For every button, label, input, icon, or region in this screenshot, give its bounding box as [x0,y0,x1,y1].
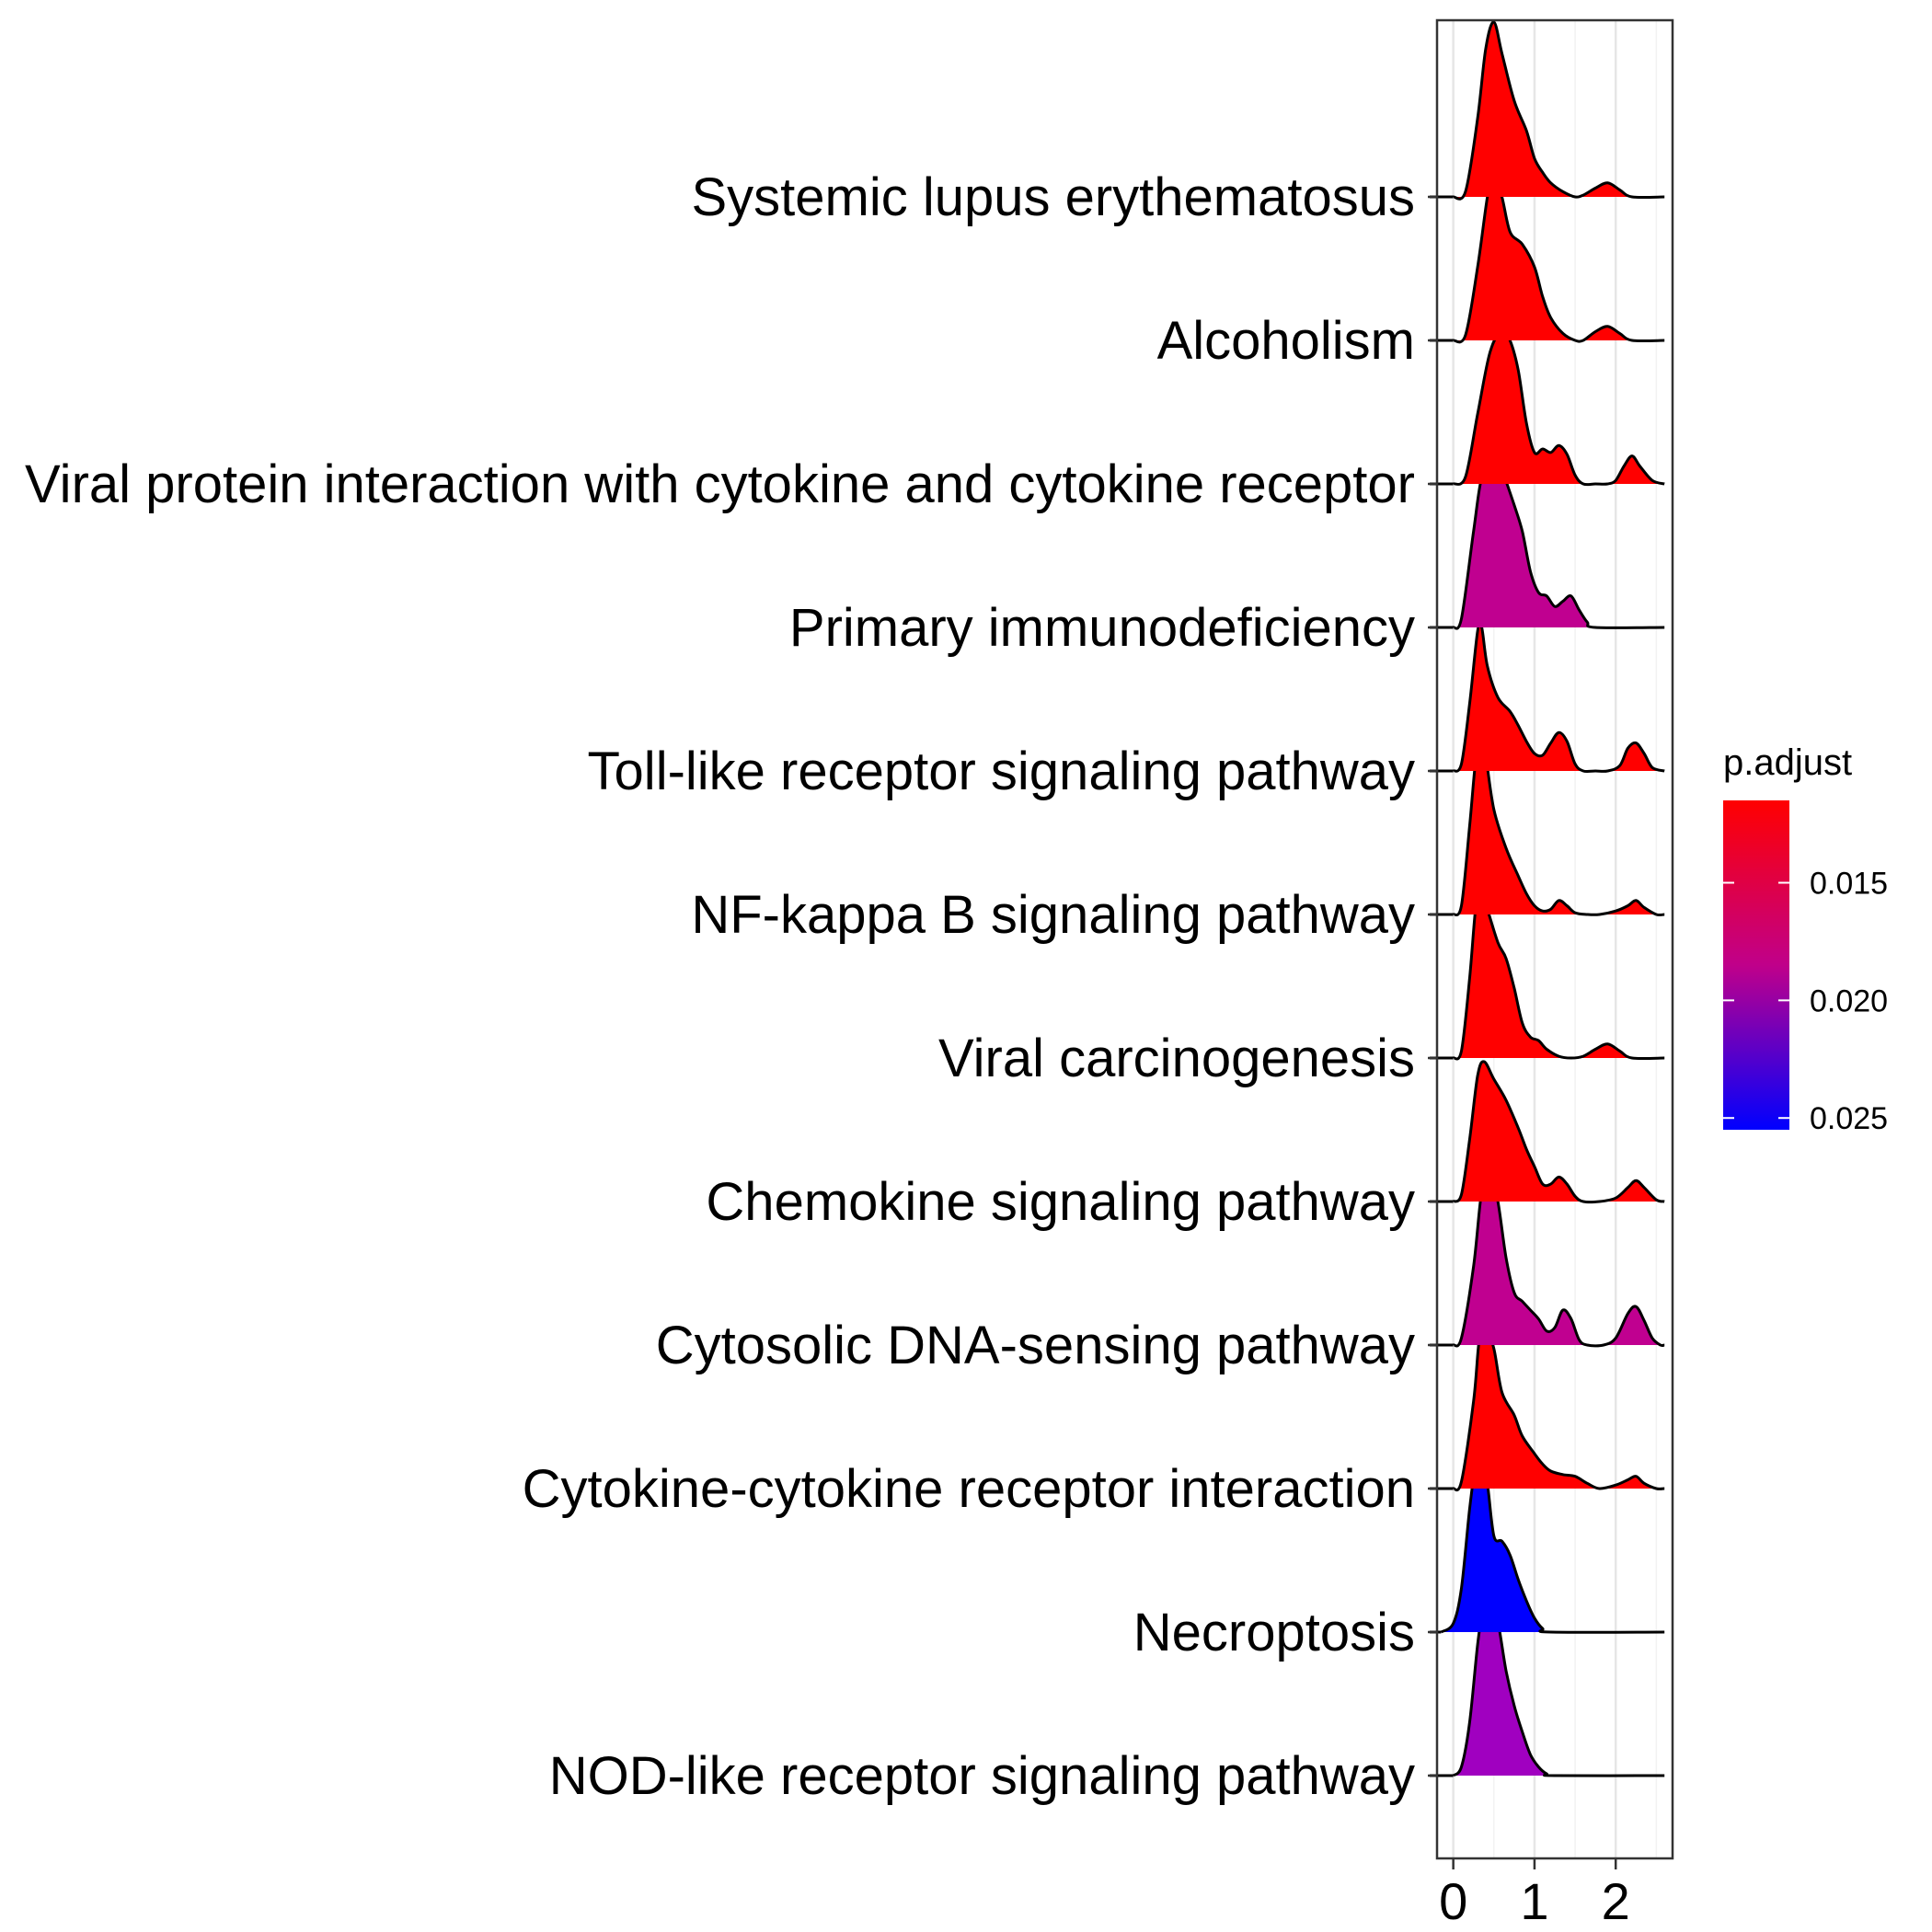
ridge-fill-chemokine-signaling-pathway [1453,1061,1665,1202]
category-label-viral-carcinogenesis: Viral carcinogenesis [938,1029,1415,1088]
ridge-systemic-lupus-erythematosus [1430,20,1665,201]
category-label-primary-immunodeficiency: Primary immunodeficiency [789,598,1415,658]
ridge-fill-viral-protein-interaction-with-cytokine-and-cytokine-receptor [1453,329,1665,485]
ridge-viral-carcinogenesis [1430,891,1665,1061]
category-label-toll-like-receptor-signaling-pathway: Toll-like receptor signaling pathway [588,742,1415,801]
density-ridges [1430,20,1665,1777]
ridge-viral-protein-interaction-with-cytokine-and-cytokine-receptor [1430,328,1665,487]
x-tick-label-0: 0 [1439,1872,1467,1930]
category-label-viral-protein-interaction-with-cytokine-and-cytokine-receptor: Viral protein interaction with cytokine … [25,454,1415,514]
panel-border [1435,18,1674,1860]
ridge-outline-chemokine-signaling-pathway [1452,1060,1665,1204]
ridge-outline-necroptosis [1440,1447,1665,1634]
ridge-outline-primary-immunodeficiency [1452,451,1665,630]
ridge-fill-necroptosis [1441,1448,1665,1633]
legend-tick-label-0.020: 0.020 [1810,983,1888,1018]
ridge-outline-alcoholism [1453,169,1665,344]
category-label-cytosolic-dna-sensing-pathway: Cytosolic DNA-sensing pathway [656,1316,1415,1375]
ridge-fill-nf-kappa-b-signaling-pathway [1453,744,1665,915]
ridge-chemokine-signaling-pathway [1430,1060,1665,1204]
category-label-systemic-lupus-erythematosus: Systemic lupus erythematosus [691,167,1415,227]
ridge-toll-like-receptor-signaling-pathway [1430,621,1665,774]
ridge-fill-primary-immunodeficiency [1453,452,1665,629]
x-tick-label-1: 1 [1520,1872,1548,1930]
legend-colorbar [1723,800,1789,1130]
category-label-nf-kappa-b-signaling-pathway: NF-kappa B signaling pathway [691,885,1415,945]
category-label-necroptosis: Necroptosis [1133,1603,1415,1662]
legend-title: p.adjust [1723,742,1852,783]
ridge-outline-nod-like-receptor-signaling-pathway [1452,1591,1665,1777]
ridge-fill-toll-like-receptor-signaling-pathway [1453,622,1665,772]
ridge-outline-systemic-lupus-erythematosus [1453,20,1665,201]
category-labels: NOD-like receptor signaling pathway Necro… [25,167,1437,1806]
ridge-fill-cytosolic-dna-sensing-pathway [1453,1169,1665,1347]
category-label-nod-like-receptor-signaling-pathway: NOD-like receptor signaling pathway [549,1746,1415,1806]
legend-tick-label-0.025: 0.025 [1810,1101,1888,1136]
category-label-chemokine-signaling-pathway: Chemokine signaling pathway [706,1172,1415,1232]
category-label-alcoholism: Alcoholism [1157,311,1415,371]
ridge-fill-nod-like-receptor-signaling-pathway [1453,1592,1665,1777]
ridge-cytokine-cytokine-receptor-interaction [1430,1326,1665,1492]
category-label-cytokine-cytokine-receptor-interaction: Cytokine-cytokine receptor interaction [523,1459,1415,1519]
ridge-fill-alcoholism [1453,170,1665,342]
legend-tick-label-0.015: 0.015 [1810,867,1888,902]
ridge-fill-viral-carcinogenesis [1453,892,1665,1060]
ridge-fill-systemic-lupus-erythematosus [1453,21,1665,200]
ridge-fill-cytokine-cytokine-receptor-interaction [1453,1327,1665,1490]
color-legend: p.adjust 0.015 0.020 0.025 [1723,742,1888,1136]
x-tick-label-2: 2 [1602,1872,1630,1930]
